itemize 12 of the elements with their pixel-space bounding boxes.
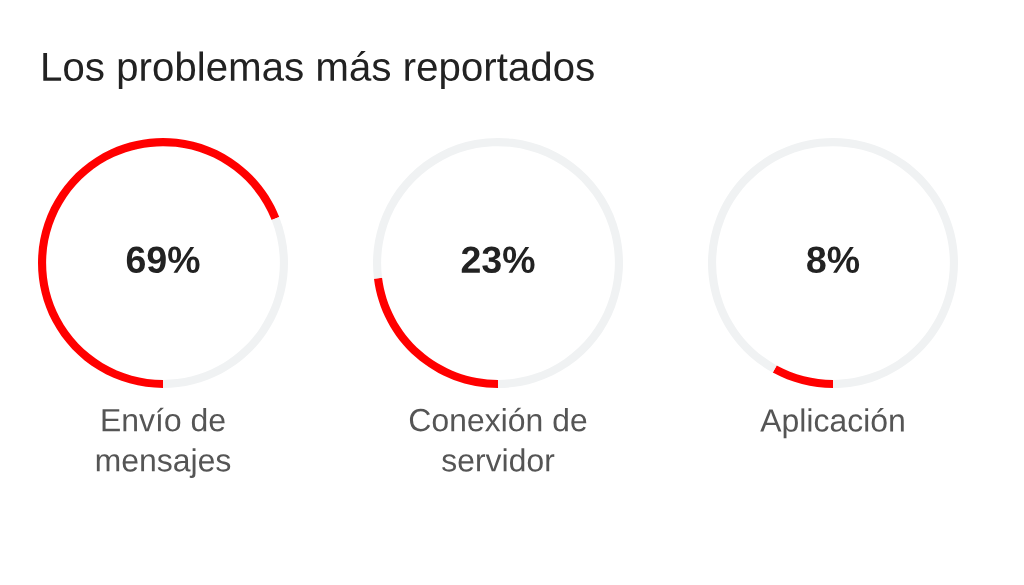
donut-slice: [373, 277, 498, 388]
text: 23%: [461, 246, 535, 274]
text: 8%: [807, 246, 860, 274]
slice-label: Aplicación: [760, 408, 904, 439]
donut-slice: [708, 138, 958, 388]
slice-label: Envío de mensajes: [96, 407, 231, 478]
donut-slice: [38, 138, 280, 388]
donut-slice: [373, 138, 623, 388]
chart-title: Los problemas más reportados: [43, 50, 594, 90]
slice-label: Conexión de servidor: [409, 407, 587, 472]
text: 69%: [126, 246, 200, 274]
donut-slice: [772, 365, 833, 388]
